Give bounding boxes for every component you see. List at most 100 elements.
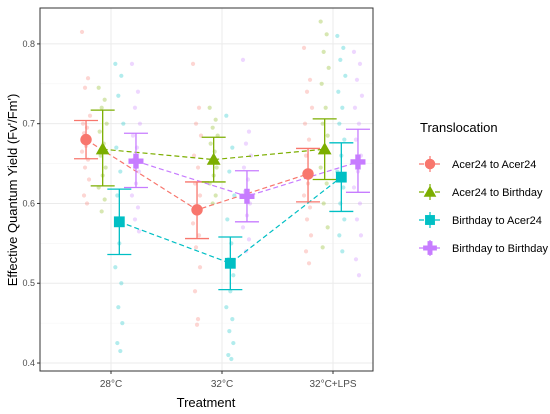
raw-point [208, 141, 213, 146]
legend-entry: Acer24 to Acer24 [419, 156, 536, 172]
raw-point [191, 153, 197, 158]
mean-point [350, 154, 366, 170]
mean-point [113, 216, 125, 228]
raw-point [129, 61, 135, 66]
mean-point [239, 188, 255, 204]
raw-point [102, 197, 107, 202]
raw-point [113, 265, 118, 270]
raw-point [97, 129, 102, 134]
raw-point [304, 217, 310, 222]
raw-point [308, 233, 314, 238]
raw-point [82, 85, 88, 90]
raw-point [195, 317, 201, 322]
raw-point [79, 149, 85, 154]
raw-point [232, 193, 237, 198]
mean-point [302, 168, 314, 180]
x-tick-label: 28°C [100, 379, 122, 390]
plot-border [39, 7, 374, 372]
raw-point [230, 145, 235, 150]
raw-point [207, 105, 212, 110]
raw-point [193, 245, 199, 250]
raw-point [354, 217, 360, 222]
raw-point [99, 209, 104, 214]
raw-point [321, 49, 326, 54]
y-tick-label: 0.8 [22, 39, 35, 49]
raw-point [340, 105, 345, 110]
raw-point [120, 321, 125, 326]
raw-point [194, 322, 200, 327]
raw-point [341, 45, 346, 50]
mean-point [224, 257, 236, 269]
raw-point [302, 121, 308, 126]
raw-point [353, 257, 359, 262]
raw-point [193, 121, 199, 126]
raw-point [225, 217, 230, 222]
raw-point [119, 73, 124, 78]
raw-point [136, 229, 142, 234]
raw-point [343, 73, 348, 78]
raw-point [115, 340, 120, 346]
raw-point [359, 93, 365, 98]
raw-point [356, 121, 362, 126]
raw-point [353, 137, 359, 142]
raw-point [226, 352, 231, 358]
raw-point [129, 193, 135, 198]
mean-point [80, 133, 92, 146]
y-tick-label: 0.4 [22, 358, 35, 368]
raw-point [227, 169, 232, 174]
raw-point [319, 81, 324, 86]
raw-point [338, 57, 343, 62]
raw-point [306, 261, 312, 266]
raw-point [304, 89, 310, 94]
y-axis-ticks: 0.4 0.5 0.6 0.7 0.8 [22, 39, 40, 368]
raw-point [309, 105, 315, 110]
mean-point [191, 204, 203, 216]
raw-point [342, 217, 347, 222]
raw-point [246, 237, 252, 242]
raw-point [196, 233, 202, 238]
raw-point [318, 19, 323, 24]
legend-key-marker [425, 215, 435, 225]
raw-point [351, 185, 357, 190]
raw-point [352, 105, 358, 110]
raw-point [82, 165, 88, 170]
raw-point [130, 133, 136, 138]
raw-point [213, 117, 218, 122]
raw-point [303, 153, 309, 158]
raw-point [104, 121, 109, 126]
raw-point [325, 225, 330, 230]
legend-entry: Acer24 to Birthday [419, 184, 543, 200]
legend-key-marker [423, 185, 437, 197]
raw-point [318, 165, 323, 170]
raw-point [231, 340, 236, 346]
legend-label: Acer24 to Birthday [452, 187, 543, 199]
raw-point [99, 105, 104, 110]
raw-point [137, 121, 143, 126]
raw-point [303, 249, 309, 254]
raw-point [213, 193, 218, 198]
raw-point [324, 32, 329, 37]
raw-point [121, 121, 126, 126]
raw-point [358, 233, 364, 238]
raw-point [190, 221, 196, 226]
raw-point [214, 165, 219, 170]
mean-point [128, 153, 144, 169]
raw-point [115, 193, 120, 198]
raw-point [132, 217, 138, 222]
raw-point [230, 317, 235, 322]
raw-point [195, 165, 201, 170]
raw-point [87, 113, 93, 118]
raw-point [356, 273, 362, 278]
raw-point [323, 105, 328, 110]
raw-point [192, 289, 198, 294]
raw-point [324, 181, 329, 186]
raw-point [86, 177, 92, 182]
raw-point [96, 85, 101, 90]
raw-point [118, 348, 123, 354]
raw-point [320, 245, 325, 250]
raw-point [229, 356, 234, 362]
legend-key-marker [423, 241, 437, 255]
raw-point [119, 281, 124, 286]
raw-point [113, 61, 118, 66]
